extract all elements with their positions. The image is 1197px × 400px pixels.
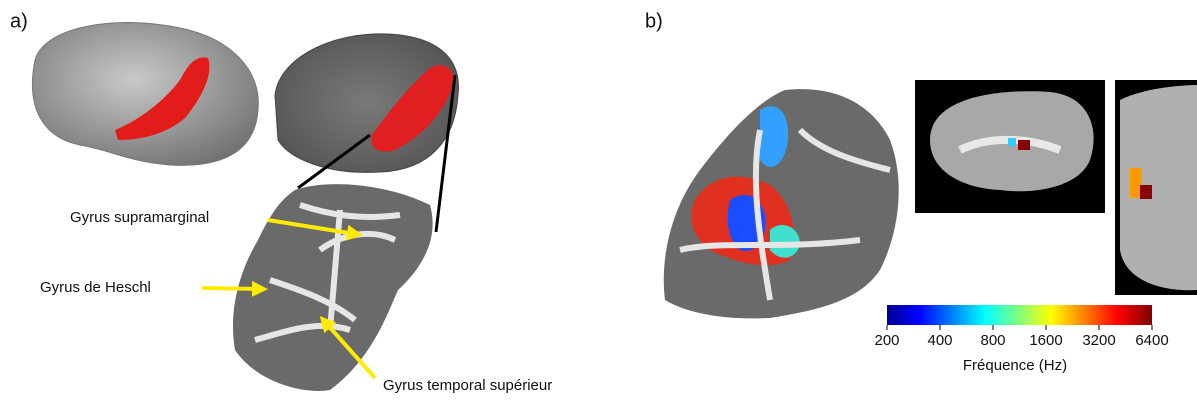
colorbar-gradient	[887, 305, 1152, 325]
annotation: Gyrus supramarginal	[70, 209, 209, 226]
colorbar-tick-label: 400	[927, 332, 952, 349]
colorbar-tick-label: 1600	[1029, 332, 1062, 349]
annotation: Gyrus temporal supérieur	[383, 377, 552, 394]
brain-3d	[32, 23, 258, 166]
colorbar-tick-label: 3200	[1082, 332, 1115, 349]
colorbar-label: Fréquence (Hz)	[963, 357, 1067, 374]
flat-map	[233, 184, 433, 391]
colorbar-tick-label: 6400	[1135, 332, 1168, 349]
panel-label: b)	[645, 10, 663, 32]
annotation: Gyrus de Heschl	[40, 279, 151, 296]
mri-axial	[1115, 80, 1197, 295]
colorbar-tick-label: 800	[980, 332, 1005, 349]
figure: a) Gyrus supramarginal Gyrus de Heschl G…	[0, 0, 1197, 400]
mri-sagittal	[915, 80, 1105, 213]
colorbar-tick-label: 200	[874, 332, 899, 349]
flat-map-tonotopy	[664, 89, 899, 318]
colorbar	[887, 305, 1152, 325]
panel-label: a)	[10, 10, 28, 32]
